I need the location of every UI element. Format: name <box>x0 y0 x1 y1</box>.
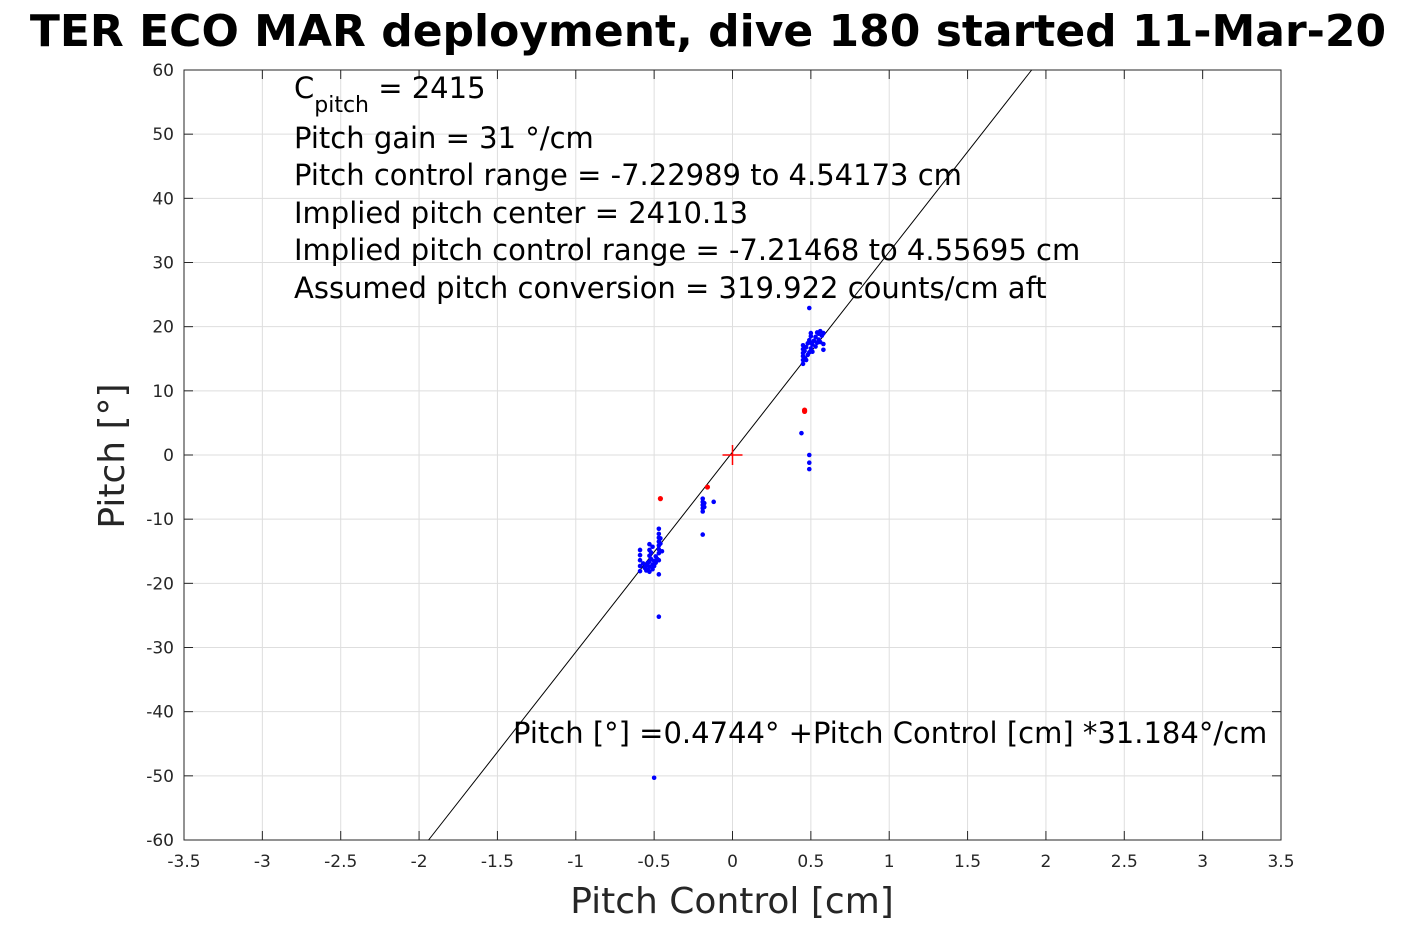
data-point <box>657 496 664 502</box>
data-points <box>637 305 826 781</box>
data-point <box>806 305 812 311</box>
y-tick-label: 60 <box>152 61 174 81</box>
data-point <box>821 330 826 336</box>
data-point <box>803 357 809 363</box>
data-point <box>821 341 826 347</box>
axis-ticks <box>183 69 1282 841</box>
x-tick-label: -3.5 <box>167 852 200 872</box>
data-point <box>637 568 643 574</box>
data-point <box>806 466 812 472</box>
y-tick-label: -10 <box>146 510 174 530</box>
c-pitch-annotation: Cpitch = 2415 <box>294 71 486 118</box>
data-point <box>711 499 716 505</box>
data-point <box>801 407 808 413</box>
y-tick-label: 10 <box>152 382 174 402</box>
data-point <box>653 560 659 566</box>
x-tick-label: 3.5 <box>1267 852 1294 872</box>
plot-content <box>428 69 1033 841</box>
data-point <box>701 500 707 506</box>
data-point <box>658 536 663 541</box>
data-point <box>656 526 662 532</box>
y-tick-label: 20 <box>152 318 174 338</box>
data-point <box>647 569 652 575</box>
center-marker <box>722 445 743 465</box>
y-tick-label: 40 <box>152 189 174 209</box>
c-pitch-symbol: C <box>294 71 314 105</box>
x-tick-label: 0.5 <box>797 852 824 872</box>
x-tick-label: 2 <box>1041 852 1052 872</box>
data-point <box>637 563 643 569</box>
implied-pitch-control-range-annotation: Implied pitch control range = -7.21468 t… <box>294 233 1080 267</box>
y-tick-label: -50 <box>146 767 174 787</box>
data-point <box>802 348 807 354</box>
data-point <box>806 460 812 466</box>
x-tick-label: 2.5 <box>1111 852 1138 872</box>
data-point <box>637 547 643 553</box>
y-tick-label: -60 <box>146 831 174 851</box>
data-point <box>701 504 707 510</box>
x-tick-label: 1 <box>884 852 895 872</box>
data-point <box>803 344 809 350</box>
x-tick-label: 3 <box>1197 852 1208 872</box>
data-point <box>658 541 663 546</box>
data-point <box>700 532 706 537</box>
x-tick-label: 0 <box>727 852 738 872</box>
data-point <box>800 361 806 367</box>
x-tick-label: -0.5 <box>638 852 671 872</box>
data-point <box>700 509 706 514</box>
x-tick-label: 1.5 <box>954 852 981 872</box>
data-point <box>637 557 643 563</box>
y-axis-label: Pitch [°] <box>92 383 133 528</box>
data-point <box>704 484 711 490</box>
data-point <box>651 775 657 781</box>
data-point <box>650 544 655 550</box>
implied-pitch-center-annotation: Implied pitch center = 2410.13 <box>294 196 748 230</box>
y-tick-label: -30 <box>146 639 174 659</box>
data-point <box>808 330 814 336</box>
data-point <box>648 550 654 555</box>
x-tick-label: -3 <box>254 852 271 872</box>
fit-equation-annotation: Pitch [°] =0.4744° +Pitch Control [cm] *… <box>513 716 1267 750</box>
pitch-control-range-annotation: Pitch control range = -7.22989 to 4.5417… <box>294 158 962 192</box>
y-tick-label: -40 <box>146 703 174 723</box>
x-tick-label: -2.5 <box>324 852 357 872</box>
grid <box>183 69 1282 841</box>
tick-labels: -3.5 -3 -2.5 -2 -1.5 -1 -0.5 0 0.5 1 1.5 2 2.5 3 3.5 -6… <box>146 61 1294 872</box>
x-tick-label: -1 <box>567 852 584 872</box>
x-tick-label: -1.5 <box>481 852 514 872</box>
assumed-pitch-conversion-annotation: Assumed pitch conversion = 319.922 count… <box>294 271 1047 305</box>
y-tick-label: 30 <box>152 254 174 274</box>
data-point <box>813 344 818 349</box>
pitch-gain-annotation: Pitch gain = 31 °/cm <box>294 121 594 155</box>
data-point <box>656 557 662 563</box>
chart-title: TER ECO MAR deployment, dive 180 started… <box>30 6 1386 57</box>
data-point <box>799 430 804 436</box>
y-tick-label: -20 <box>146 574 174 594</box>
x-axis-label: Pitch Control [cm] <box>570 881 894 922</box>
data-point <box>656 572 662 577</box>
data-point <box>647 541 652 547</box>
c-pitch-value: = 2415 <box>369 71 486 105</box>
data-point <box>659 548 665 554</box>
y-tick-label: 0 <box>163 446 174 466</box>
data-point <box>808 333 814 339</box>
data-point <box>637 552 643 558</box>
data-point <box>810 349 815 354</box>
x-tick-label: -2 <box>411 852 428 872</box>
data-point <box>813 334 818 340</box>
data-point <box>806 452 812 458</box>
data-point <box>656 531 662 537</box>
data-point <box>656 614 662 619</box>
data-point <box>700 496 706 501</box>
c-pitch-subscript: pitch <box>314 93 369 118</box>
y-tick-label: 50 <box>152 125 174 145</box>
data-point <box>821 347 826 353</box>
